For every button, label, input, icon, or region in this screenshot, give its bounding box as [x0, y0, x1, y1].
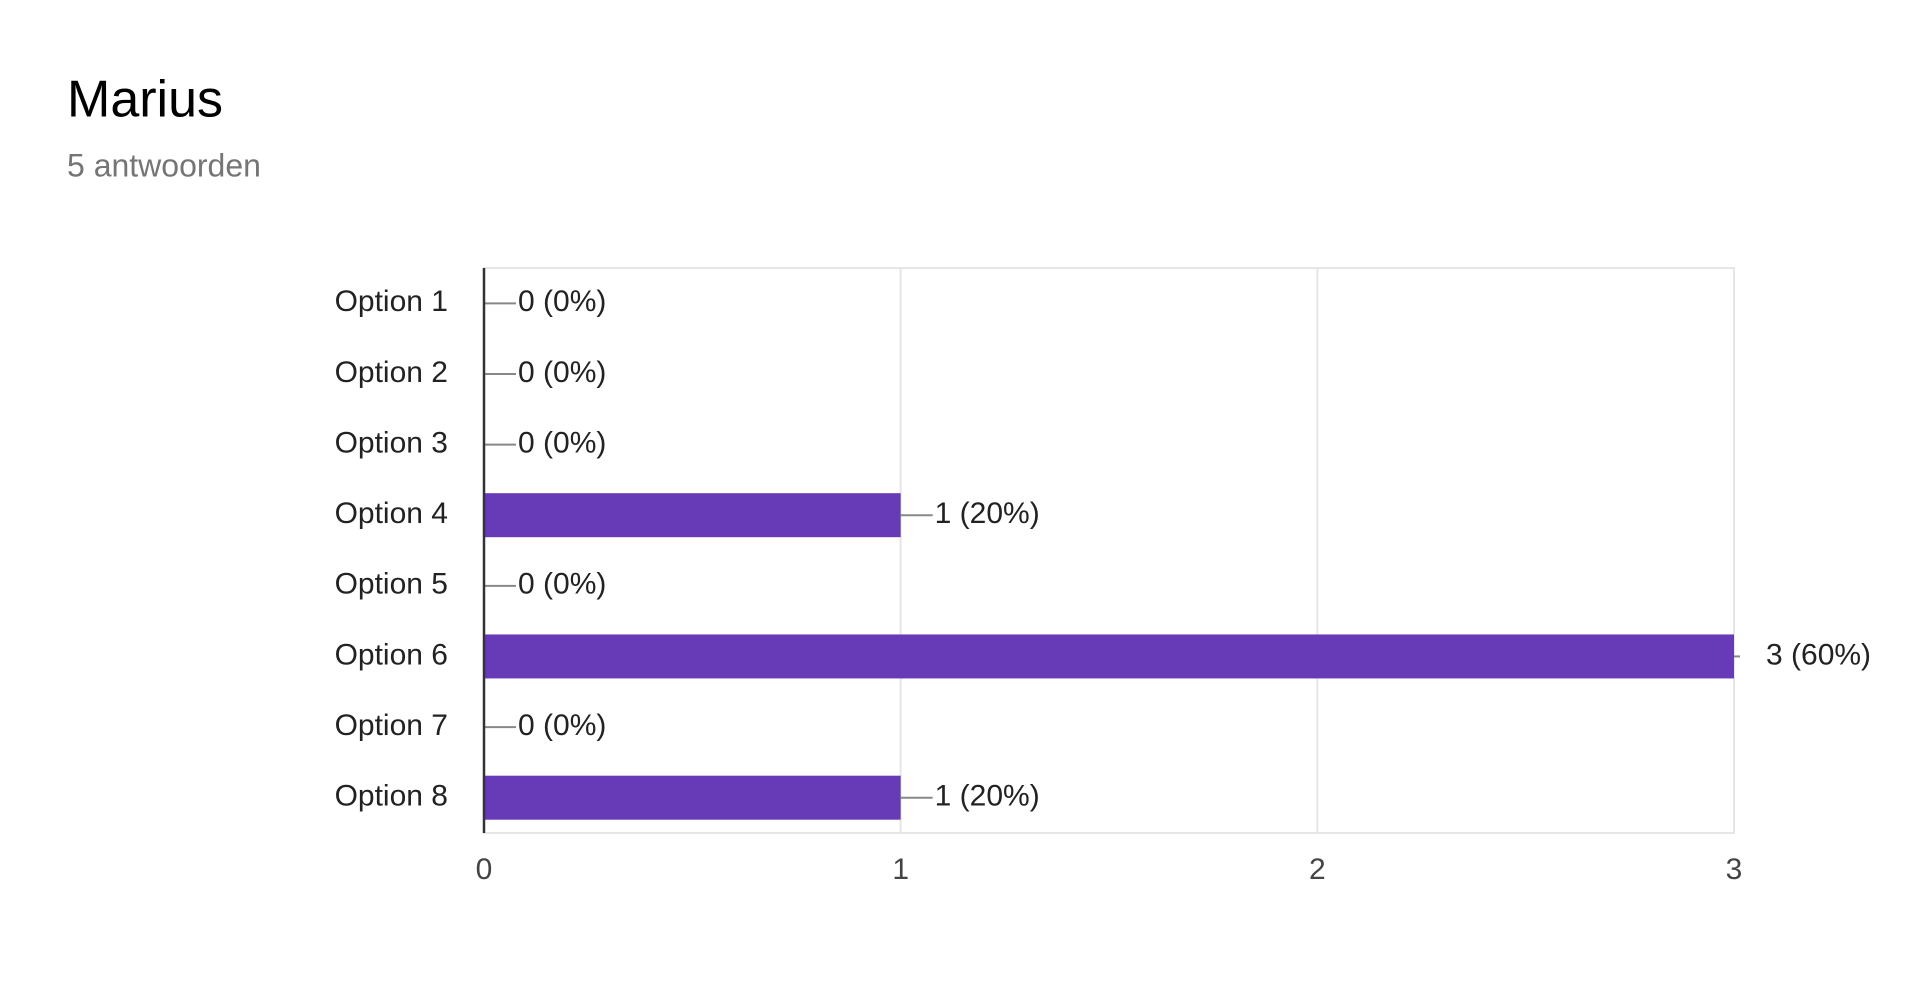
y-tick-label: Option 2: [335, 356, 448, 389]
y-tick-label: Option 4: [335, 497, 448, 530]
x-tick-label: 0: [476, 853, 493, 886]
bar: [484, 775, 901, 820]
value-label: 3 (60%): [1766, 638, 1871, 671]
value-label: 0 (0%): [518, 709, 606, 742]
value-label: 0 (0%): [518, 426, 606, 459]
x-tick-label: 1: [892, 853, 909, 886]
value-label: 0 (0%): [518, 356, 606, 389]
y-tick-label: Option 8: [335, 780, 448, 813]
y-tick-label: Option 7: [335, 709, 448, 742]
x-tick-label: 3: [1726, 853, 1743, 886]
chart-title: Marius: [67, 71, 223, 129]
y-tick-label: Option 5: [335, 568, 448, 601]
y-tick-label: Option 6: [335, 638, 448, 671]
value-label: 1 (20%): [935, 780, 1040, 813]
y-tick-label: Option 1: [335, 285, 448, 318]
bar: [484, 493, 901, 538]
value-label: 1 (20%): [935, 497, 1040, 530]
x-tick-label: 2: [1309, 853, 1326, 886]
y-tick-label: Option 3: [335, 426, 448, 459]
value-label: 0 (0%): [518, 568, 606, 601]
value-label: 0 (0%): [518, 285, 606, 318]
bar: [484, 634, 1734, 679]
chart-subtitle: 5 antwoorden: [67, 147, 261, 183]
